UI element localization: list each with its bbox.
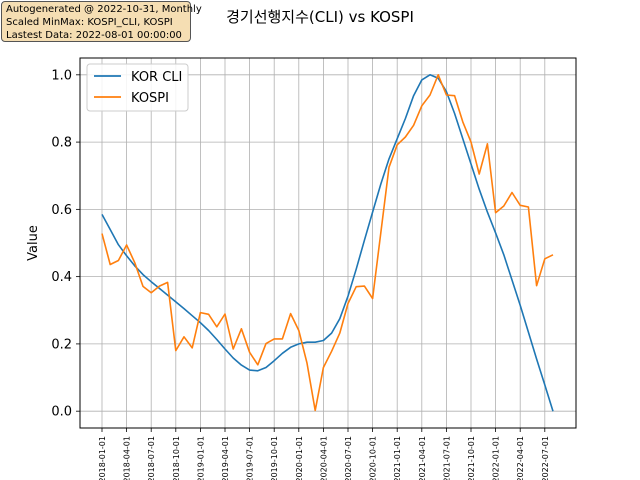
- y-axis-ticks: 0.0 0.2 0.4 0.6 0.8 1.0: [51, 68, 80, 420]
- x-tick-label: 2020-01-01: [295, 436, 304, 480]
- chart-title: 경기선행지수(CLI) vs KOSPI: [226, 8, 414, 26]
- x-axis-ticks: 2018-01-01 2018-04-01 2018-07-01 2018-10-01…: [98, 428, 550, 480]
- x-tick-label: 2022-01-01: [492, 436, 501, 480]
- x-tick-label: 2018-01-01: [98, 436, 107, 480]
- y-tick-label: 0.2: [51, 337, 72, 352]
- x-tick-label: 2019-01-01: [196, 436, 205, 480]
- x-tick-label: 2020-10-01: [369, 436, 378, 480]
- x-tick-label: 2021-07-01: [442, 436, 451, 480]
- x-tick-label: 2022-04-01: [516, 436, 525, 480]
- info-line-scaling: Scaled MinMax: KOSPI_CLI, KOSPI: [6, 17, 173, 28]
- x-tick-label: 2018-04-01: [123, 436, 132, 480]
- x-tick-label: 2019-04-01: [221, 436, 230, 480]
- x-tick-label: 2018-07-01: [147, 436, 156, 480]
- x-tick-label: 2021-10-01: [467, 436, 476, 480]
- x-tick-label: 2022-07-01: [541, 436, 550, 480]
- x-tick-label: 2019-07-01: [246, 436, 255, 480]
- series-line-kor-cli: [101, 74, 554, 412]
- y-tick-label: 0.8: [51, 136, 72, 151]
- y-tick-label: 0.6: [51, 203, 72, 218]
- x-tick-label: 2018-10-01: [172, 436, 181, 480]
- plot-frame: [79, 57, 577, 429]
- legend: KOR CLI KOSPI: [86, 63, 189, 112]
- series-lines: [101, 74, 554, 412]
- x-tick-label: 2021-04-01: [418, 436, 427, 480]
- y-tick-label: 1.0: [51, 68, 72, 83]
- x-tick-label: 2020-04-01: [319, 436, 328, 480]
- legend-label: KOR CLI: [131, 70, 182, 85]
- grid-lines: [80, 58, 576, 428]
- y-tick-label: 0.4: [51, 270, 72, 285]
- info-box: Autogenerated @ 2022-10-31, Monthly Scal…: [1, 1, 202, 42]
- x-tick-label: 2020-07-01: [344, 436, 353, 480]
- x-tick-label: 2021-01-01: [393, 436, 402, 480]
- series-line-kospi: [101, 74, 554, 412]
- legend-label: KOSPI: [131, 91, 169, 106]
- y-axis-label: Value: [26, 225, 41, 261]
- info-line-generated: Autogenerated @ 2022-10-31, Monthly: [6, 4, 202, 15]
- x-tick-label: 2019-10-01: [270, 436, 279, 480]
- y-tick-label: 0.0: [51, 405, 72, 420]
- info-line-latest: Lastest Data: 2022-08-01 00:00:00: [6, 30, 182, 41]
